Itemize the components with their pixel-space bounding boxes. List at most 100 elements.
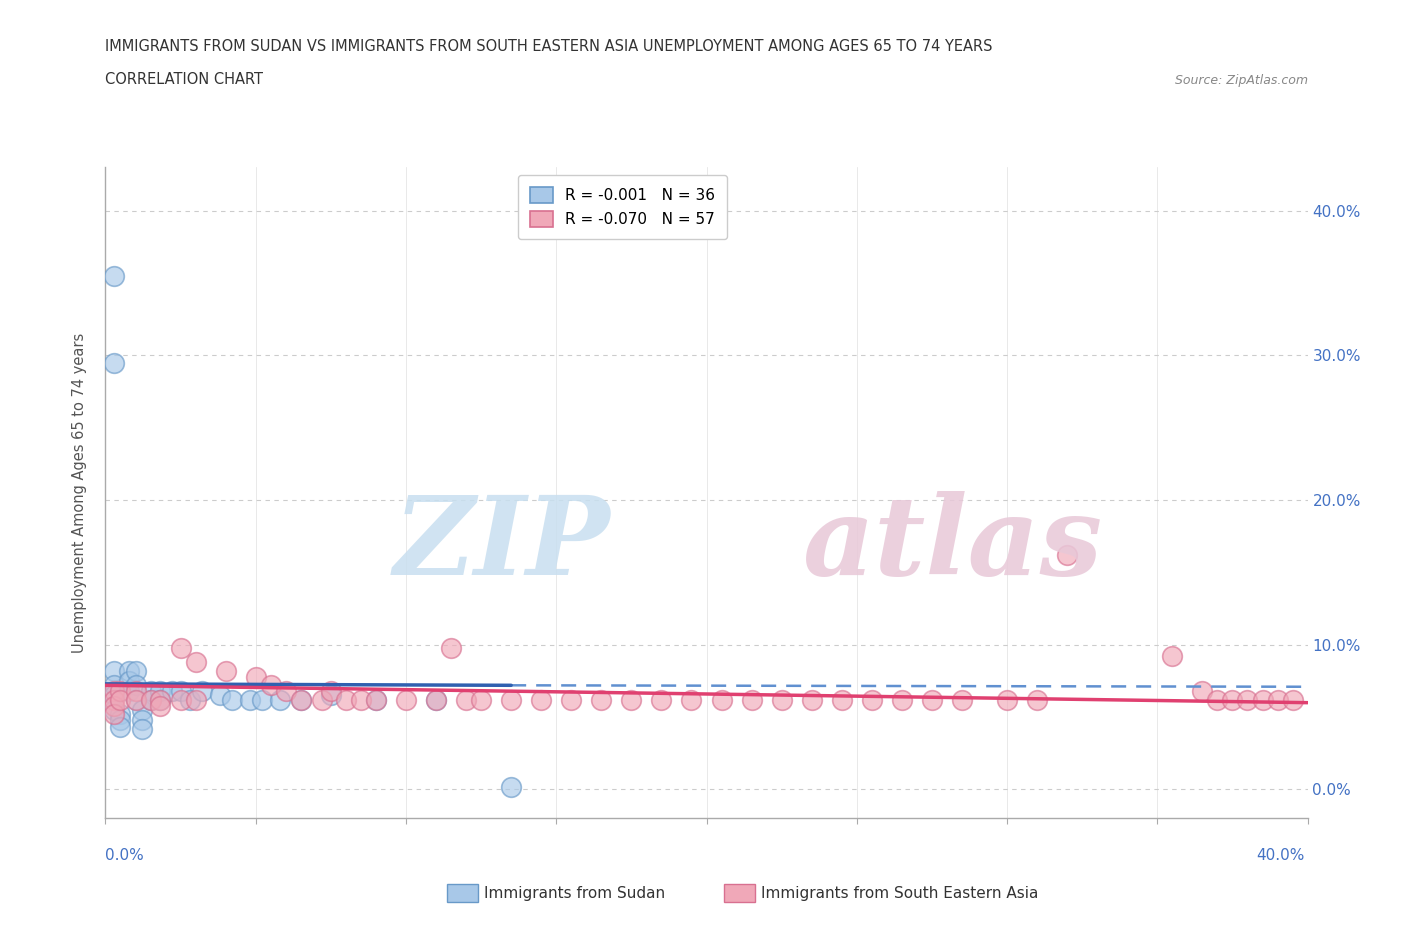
Point [148, 684, 170, 698]
Point [139, 692, 162, 707]
Point [103, 698, 125, 713]
Point [131, 722, 153, 737]
Text: IMMIGRANTS FROM SUDAN VS IMMIGRANTS FROM SOUTH EASTERN ASIA UNEMPLOYMENT AMONG A: IMMIGRANTS FROM SUDAN VS IMMIGRANTS FROM… [105, 39, 993, 54]
Point [103, 688, 125, 703]
Point [501, 692, 523, 707]
Point [921, 692, 943, 707]
Text: 40.0%: 40.0% [1257, 848, 1305, 863]
Point [319, 684, 342, 698]
Point [184, 692, 207, 707]
Text: Source: ZipAtlas.com: Source: ZipAtlas.com [1174, 73, 1308, 86]
Point [770, 692, 793, 707]
Point [1251, 692, 1274, 707]
Point [591, 692, 613, 707]
Y-axis label: Unemployment Among Ages 65 to 74 years: Unemployment Among Ages 65 to 74 years [72, 333, 87, 653]
Point [501, 779, 523, 794]
Point [110, 707, 132, 722]
Point [179, 692, 201, 707]
Point [1236, 692, 1258, 707]
Point [124, 678, 146, 693]
Point [1222, 692, 1244, 707]
Point [681, 692, 703, 707]
Point [560, 692, 582, 707]
Point [890, 692, 912, 707]
Point [131, 712, 153, 727]
Point [214, 663, 236, 678]
Point [190, 684, 212, 698]
Point [995, 692, 1018, 707]
Point [364, 692, 387, 707]
Point [250, 692, 273, 707]
Point [118, 663, 141, 678]
Point [110, 692, 132, 707]
Text: Immigrants from South Eastern Asia: Immigrants from South Eastern Asia [761, 886, 1038, 901]
Point [831, 692, 853, 707]
Point [160, 684, 183, 698]
Point [1281, 692, 1303, 707]
Point [650, 692, 672, 707]
Point [110, 712, 132, 727]
Point [395, 692, 418, 707]
Point [110, 720, 132, 735]
Point [950, 692, 973, 707]
Text: Immigrants from Sudan: Immigrants from Sudan [484, 886, 665, 901]
Point [260, 678, 283, 693]
Point [1026, 692, 1049, 707]
Point [440, 640, 463, 655]
Point [1161, 649, 1184, 664]
Point [425, 692, 447, 707]
Point [110, 684, 132, 698]
Point [470, 692, 492, 707]
Point [124, 663, 146, 678]
Point [710, 692, 733, 707]
Point [124, 692, 146, 707]
Point [221, 692, 243, 707]
Point [103, 269, 125, 284]
Text: CORRELATION CHART: CORRELATION CHART [105, 72, 263, 86]
Point [335, 692, 357, 707]
Point [425, 692, 447, 707]
Point [800, 692, 823, 707]
Point [169, 640, 191, 655]
Point [274, 684, 297, 698]
Point [364, 692, 387, 707]
Point [103, 684, 125, 698]
Point [118, 684, 141, 698]
Point [131, 702, 153, 717]
Point [124, 684, 146, 698]
Text: atlas: atlas [803, 491, 1102, 599]
Point [148, 692, 170, 707]
Point [103, 678, 125, 693]
Point [139, 692, 162, 707]
Point [1206, 692, 1229, 707]
Point [148, 698, 170, 713]
Point [620, 692, 643, 707]
Point [1056, 548, 1078, 563]
Point [269, 692, 291, 707]
Point [103, 692, 125, 707]
Point [530, 692, 553, 707]
Point [208, 688, 231, 703]
Text: ZIP: ZIP [394, 491, 610, 599]
Point [118, 673, 141, 688]
Point [350, 692, 373, 707]
Point [319, 688, 342, 703]
Point [184, 655, 207, 670]
Point [103, 663, 125, 678]
Point [454, 692, 477, 707]
Legend: R = -0.001   N = 36, R = -0.070   N = 57: R = -0.001 N = 36, R = -0.070 N = 57 [517, 175, 727, 239]
Point [1191, 684, 1213, 698]
Point [311, 692, 333, 707]
Point [290, 692, 312, 707]
Point [239, 692, 262, 707]
Point [148, 692, 170, 707]
Point [245, 670, 267, 684]
Point [124, 692, 146, 707]
Point [860, 692, 883, 707]
Text: 0.0%: 0.0% [105, 848, 145, 863]
Point [139, 684, 162, 698]
Point [1267, 692, 1289, 707]
Point [103, 707, 125, 722]
Point [741, 692, 763, 707]
Point [169, 692, 191, 707]
